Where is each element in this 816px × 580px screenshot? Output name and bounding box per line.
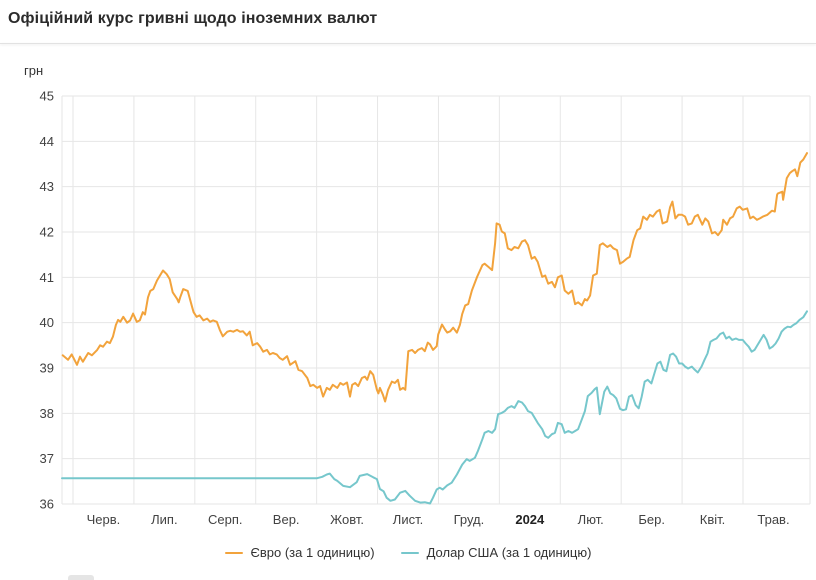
x-axis-tick-label: Груд.	[454, 512, 485, 527]
chart-legend: Євро (за 1 одиницю) Долар США (за 1 один…	[0, 545, 816, 560]
x-axis-tick-label: Жовт.	[330, 512, 364, 527]
y-axis-tick-label: 45	[40, 89, 54, 104]
x-axis-tick-label: 2024	[515, 512, 545, 527]
y-axis-tick-label: 44	[40, 134, 54, 149]
euro-series-line[interactable]	[61, 152, 808, 403]
header-divider	[0, 43, 816, 44]
x-axis-tick-label: Вер.	[273, 512, 300, 527]
partial-element-artifact	[68, 575, 94, 580]
x-axis-tick-label: Лют.	[578, 512, 604, 527]
x-axis-tick-label: Черв.	[87, 512, 121, 527]
y-axis-tick-label: 37	[40, 451, 54, 466]
usd-series-line[interactable]	[61, 310, 808, 505]
x-axis-tick-label: Серп.	[208, 512, 243, 527]
y-axis-unit-label: грн	[24, 63, 44, 78]
euro-line-swatch	[224, 551, 243, 554]
legend-item-euro[interactable]: Євро (за 1 одиницю)	[224, 545, 375, 560]
y-axis-tick-label: 42	[40, 225, 54, 240]
y-axis-tick-label: 36	[40, 497, 54, 512]
x-axis-tick-label: Квіт.	[700, 512, 726, 527]
page-title: Офіційний курс гривні щодо іноземних вал…	[8, 10, 378, 27]
legend-label-euro: Євро (за 1 одиницю)	[250, 545, 375, 560]
x-axis-tick-label: Трав.	[757, 512, 789, 527]
legend-label-usd: Долар США (за 1 одиницю)	[426, 545, 592, 560]
x-axis-tick-label: Бер.	[638, 512, 665, 527]
legend-item-usd[interactable]: Долар США (за 1 одиницю)	[400, 545, 592, 560]
x-axis-tick-label: Лип.	[151, 512, 177, 527]
y-axis-tick-label: 43	[40, 179, 54, 194]
y-axis-tick-label: 38	[40, 406, 54, 421]
x-axis-tick-label: Лист.	[393, 512, 423, 527]
y-axis-tick-label: 41	[40, 270, 54, 285]
y-axis-tick-label: 39	[40, 361, 54, 376]
y-axis-tick-label: 40	[40, 315, 54, 330]
usd-line-swatch	[400, 551, 419, 554]
